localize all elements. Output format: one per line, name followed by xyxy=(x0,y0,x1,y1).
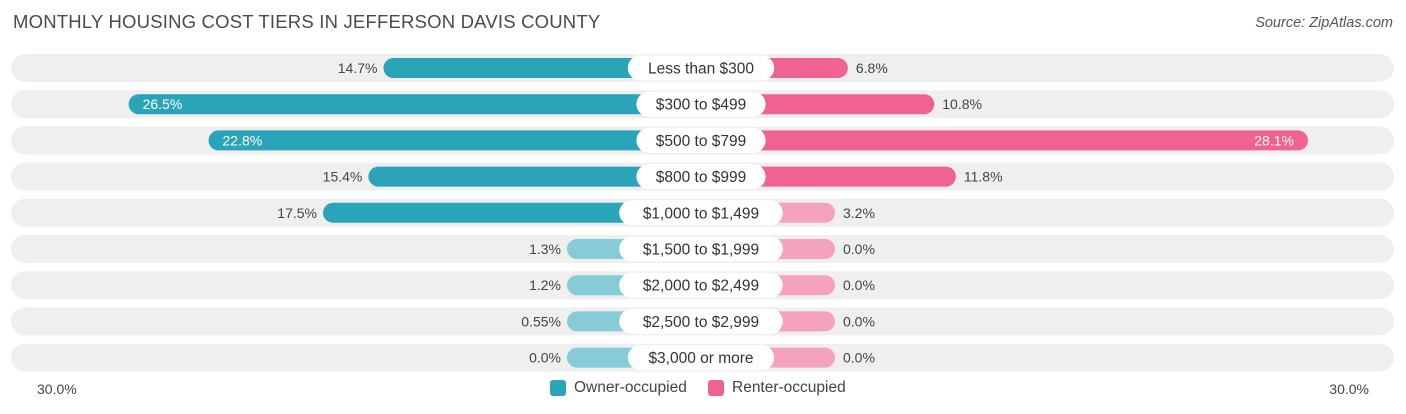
category-pill xyxy=(627,345,775,371)
category-pill xyxy=(636,164,766,190)
category-label: $2,500 to $2,999 xyxy=(643,314,759,331)
renter-value-label: 3.2% xyxy=(843,205,875,221)
legend-label-renter: Renter-occupied xyxy=(732,379,846,396)
category-label: $1,500 to $1,999 xyxy=(643,242,759,259)
owner-value-label: 1.3% xyxy=(529,241,561,257)
source-label: Source: ZipAtlas.com xyxy=(1255,15,1393,31)
renter-bar xyxy=(701,166,956,187)
legend-label-owner: Owner-occupied xyxy=(574,379,687,396)
category-label: $800 to $999 xyxy=(656,169,747,186)
category-label: $500 to $799 xyxy=(656,133,747,150)
renter-value-label: 0.0% xyxy=(843,313,875,329)
chart-svg: 14.7% 6.8% Less than $300 26.5% 10.8% $300 to… xyxy=(11,54,1394,372)
renter-value-label: 0.0% xyxy=(843,350,875,366)
owner-value-label: 14.7% xyxy=(338,60,378,76)
renter-bar xyxy=(701,130,1308,151)
chart-title: MONTHLY HOUSING COST TIERS IN JEFFERSON … xyxy=(13,11,601,32)
category-pill xyxy=(619,308,783,334)
legend-swatch-owner xyxy=(550,380,566,396)
owner-bar xyxy=(383,58,701,78)
category-label: $3,000 or more xyxy=(648,350,753,367)
renter-value-label: 0.0% xyxy=(843,277,875,293)
category-label: $1,000 to $1,499 xyxy=(643,205,759,222)
renter-value-label: 6.8% xyxy=(856,60,888,76)
category-pill xyxy=(627,55,775,81)
renter-value-label: 28.1% xyxy=(1254,132,1294,148)
x-axis-left-label: 30.0% xyxy=(37,381,77,397)
renter-value-label: 11.8% xyxy=(964,169,1003,185)
owner-bar xyxy=(128,94,702,115)
owner-value-label: 22.8% xyxy=(223,132,263,148)
legend-item-owner: Owner-occupied xyxy=(550,379,687,397)
x-axis-right-label: 30.0% xyxy=(1329,381,1369,397)
renter-value-label: 0.0% xyxy=(843,241,875,257)
owner-value-label: 0.55% xyxy=(521,313,561,329)
category-pill xyxy=(619,272,783,298)
legend-item-renter: Renter-occupied xyxy=(708,379,846,397)
category-pill xyxy=(636,91,766,117)
category-pill xyxy=(636,127,766,153)
owner-value-label: 1.2% xyxy=(529,277,561,293)
owner-bar xyxy=(323,202,701,223)
category-pill xyxy=(619,200,783,226)
category-label: $2,000 to $2,499 xyxy=(643,278,759,295)
owner-value-label: 0.0% xyxy=(529,350,561,366)
legend-swatch-renter xyxy=(708,380,724,396)
owner-value-label: 26.5% xyxy=(143,96,183,112)
category-pill xyxy=(619,236,783,262)
category-label: Less than $300 xyxy=(648,61,754,78)
category-label: $300 to $499 xyxy=(656,97,747,114)
renter-value-label: 10.8% xyxy=(942,96,982,112)
owner-bar xyxy=(208,130,701,151)
owner-value-label: 17.5% xyxy=(277,205,317,221)
owner-value-label: 15.4% xyxy=(323,169,363,185)
legend: Owner-occupied Renter-occupied xyxy=(0,379,1406,401)
owner-bar xyxy=(368,166,701,187)
